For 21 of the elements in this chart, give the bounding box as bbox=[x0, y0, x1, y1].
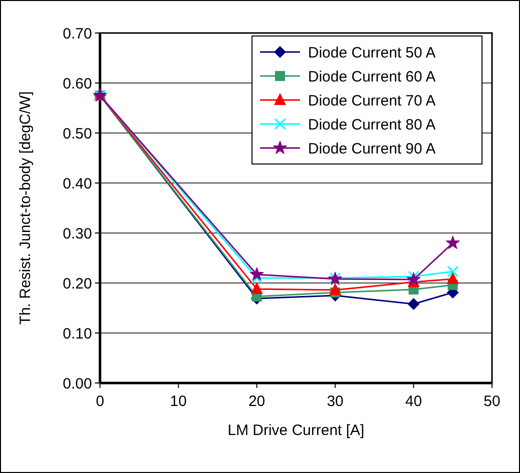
y-axis-title: Th. Resist. Junct-to-body [degC/W] bbox=[17, 91, 34, 325]
x-axis-title: LM Drive Current [A] bbox=[228, 422, 364, 439]
y-tick-label: 0.50 bbox=[62, 125, 92, 142]
x-tick-label: 40 bbox=[405, 393, 422, 410]
y-tick-label: 0.40 bbox=[62, 175, 92, 192]
y-tick-label: 0.10 bbox=[62, 325, 92, 342]
y-tick-label: 0.60 bbox=[62, 75, 92, 92]
legend-label: Diode Current 50 A bbox=[308, 44, 436, 62]
y-tick-label: 0.70 bbox=[62, 25, 92, 42]
legend-label: Diode Current 90 A bbox=[308, 140, 436, 158]
x-tick-label: 0 bbox=[96, 393, 104, 410]
x-tick-label: 20 bbox=[248, 393, 266, 410]
x-tick-label: 10 bbox=[170, 393, 187, 410]
legend-label: Diode Current 80 A bbox=[308, 116, 436, 134]
y-tick-label: 0.00 bbox=[62, 375, 92, 392]
y-tick-label: 0.30 bbox=[62, 225, 92, 242]
y-tick-label: 0.20 bbox=[62, 275, 92, 292]
x-tick-label: 50 bbox=[484, 393, 500, 410]
legend-label: Diode Current 70 A bbox=[308, 92, 436, 110]
legend-label: Diode Current 60 A bbox=[308, 68, 436, 86]
x-tick-label: 30 bbox=[326, 393, 344, 410]
